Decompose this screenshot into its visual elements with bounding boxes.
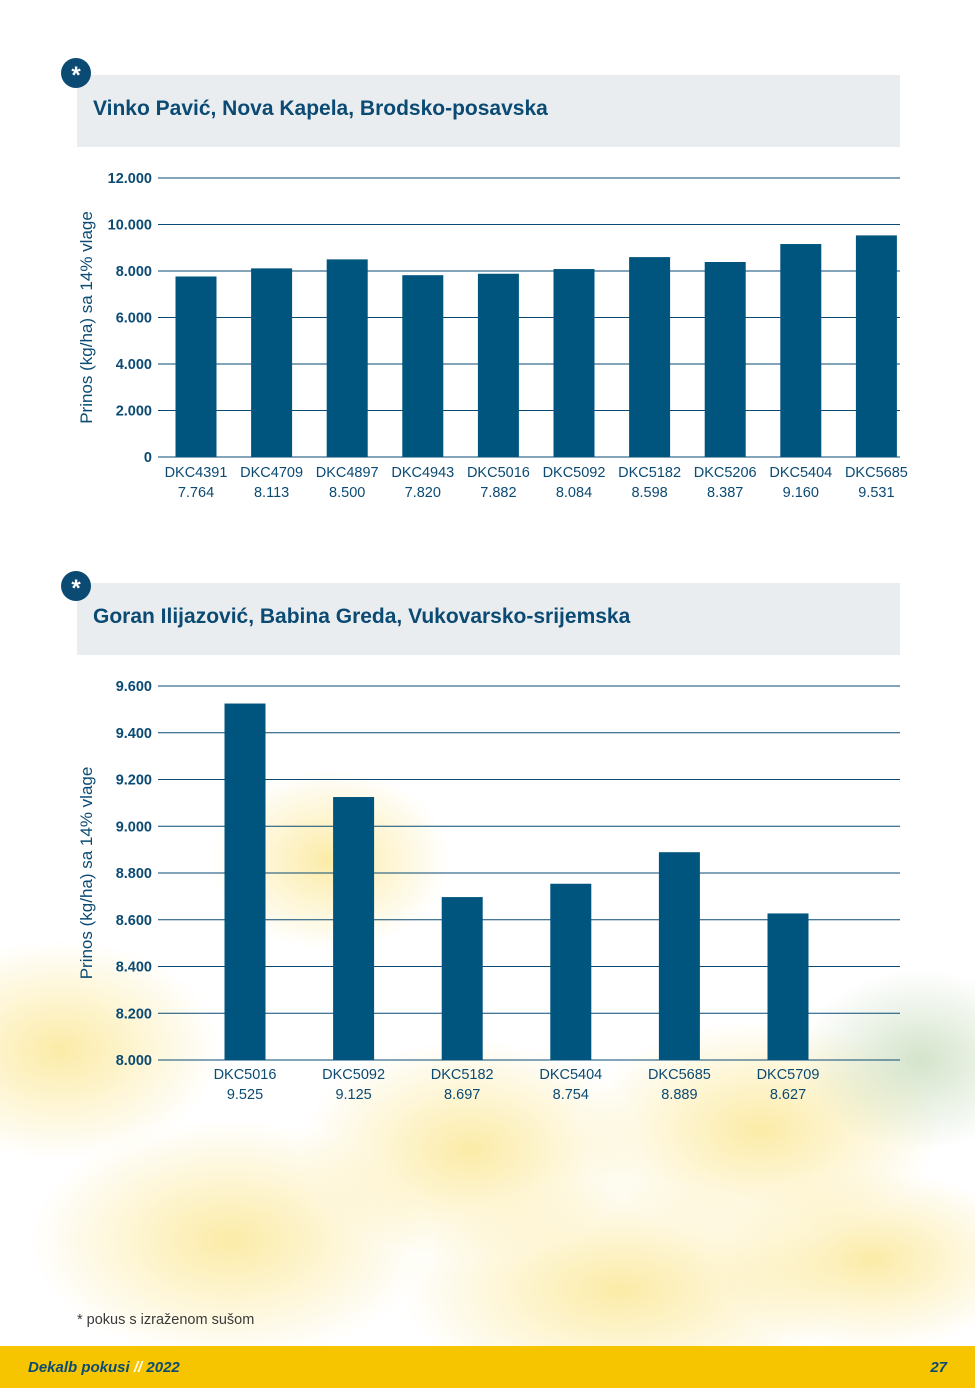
x-category-label: DKC4709 <box>240 465 303 481</box>
x-category-label: DKC5182 <box>618 465 681 481</box>
data-value-label: 9.160 <box>783 485 819 501</box>
y-axis-label: Prinos (kg/ha) sa 14% vlage <box>77 211 96 424</box>
bar <box>326 259 368 457</box>
bar <box>333 797 375 1060</box>
footer-brand-name: Dekalb pokusi <box>28 1359 130 1376</box>
footer-brand: Dekalb pokusi // 2022 <box>28 1359 180 1376</box>
x-category-label: DKC5206 <box>694 465 757 481</box>
bar <box>477 273 519 457</box>
bar <box>767 913 809 1060</box>
x-category-label: DKC5685 <box>648 1067 711 1083</box>
drought-marker-badge: * <box>61 58 91 89</box>
data-value-label: 8.889 <box>661 1087 697 1103</box>
footnote: * pokus s izraženom sušom <box>77 1312 255 1328</box>
data-value-label: 7.820 <box>405 485 441 501</box>
data-value-label: 8.113 <box>254 485 289 501</box>
bar <box>704 262 746 457</box>
data-value-label: 7.882 <box>480 485 516 501</box>
bar <box>658 852 700 1060</box>
x-category-label: DKC5404 <box>769 465 832 481</box>
bar-chart-2: 8.000 8.200 8.400 8.600 8.800 9.000 9.200 9.400… <box>77 679 900 1103</box>
bar <box>175 276 217 457</box>
bar <box>251 268 293 457</box>
bar <box>441 897 483 1060</box>
bar <box>550 883 592 1060</box>
x-category-label: DKC5092 <box>543 465 606 481</box>
data-value-label: 9.531 <box>858 485 894 501</box>
y-tick-label: 10.000 <box>108 218 152 234</box>
data-value-label: 8.754 <box>553 1087 589 1103</box>
footer-year: 2022 <box>146 1359 180 1376</box>
page-footer: Dekalb pokusi // 2022 27 <box>0 1346 975 1388</box>
x-category-label: DKC4897 <box>316 465 379 481</box>
x-category-label: DKC4943 <box>391 465 454 481</box>
y-tick-label: 9.400 <box>116 726 152 742</box>
y-tick-label: 2.000 <box>116 404 152 420</box>
data-value-label: 8.387 <box>707 485 743 501</box>
y-tick-label: 12.000 <box>108 171 152 187</box>
x-category-label: DKC5404 <box>539 1067 602 1083</box>
bar-chart-1: 0 2.000 4.000 6.000 8.000 10.000 12.000 Prinos … <box>77 171 908 501</box>
bar <box>224 703 266 1060</box>
page-number: 27 <box>930 1359 947 1376</box>
chart-title-box: Goran Ilijazović, Babina Greda, Vukovars… <box>77 583 900 655</box>
y-tick-label: 0 <box>144 450 152 466</box>
data-value-label: 9.525 <box>227 1087 263 1103</box>
y-tick-label: 9.000 <box>116 819 152 835</box>
x-category-label: DKC5685 <box>845 465 908 481</box>
y-axis-label: Prinos (kg/ha) sa 14% vlage <box>77 767 96 980</box>
y-tick-label: 8.200 <box>116 1006 152 1022</box>
y-tick-label: 8.000 <box>116 264 152 280</box>
y-tick-label: 8.600 <box>116 913 152 929</box>
y-tick-label: 8.800 <box>116 866 152 882</box>
y-tick-label: 9.600 <box>116 679 152 695</box>
data-value-label: 8.084 <box>556 485 592 501</box>
y-tick-label: 8.000 <box>116 1053 152 1069</box>
x-category-label: DKC4391 <box>165 465 228 481</box>
bar <box>553 269 595 457</box>
y-tick-label: 6.000 <box>116 311 152 327</box>
data-value-label: 8.500 <box>329 485 365 501</box>
x-category-label: DKC5182 <box>431 1067 494 1083</box>
chart-title: Vinko Pavić, Nova Kapela, Brodsko-posavs… <box>93 97 548 120</box>
data-value-label: 7.764 <box>178 485 214 501</box>
data-value-label: 9.125 <box>335 1087 371 1103</box>
data-value-label: 8.627 <box>770 1087 806 1103</box>
y-tick-label: 9.200 <box>116 773 152 789</box>
data-value-label: 8.697 <box>444 1087 480 1103</box>
bar <box>402 275 444 457</box>
chart-title: Goran Ilijazović, Babina Greda, Vukovars… <box>93 605 631 628</box>
x-category-label: DKC5016 <box>467 465 530 481</box>
x-category-label: DKC5016 <box>214 1067 277 1083</box>
y-tick-label: 8.400 <box>116 960 152 976</box>
y-tick-label: 4.000 <box>116 357 152 373</box>
x-category-label: DKC5709 <box>757 1067 820 1083</box>
bar <box>855 235 897 457</box>
bar <box>629 257 671 457</box>
chart-title-box: Vinko Pavić, Nova Kapela, Brodsko-posavs… <box>77 75 900 147</box>
footer-separator: // <box>133 1359 143 1376</box>
drought-marker-badge: * <box>61 571 91 602</box>
data-value-label: 8.598 <box>631 485 667 501</box>
x-category-label: DKC5092 <box>322 1067 385 1083</box>
bar <box>780 244 822 457</box>
